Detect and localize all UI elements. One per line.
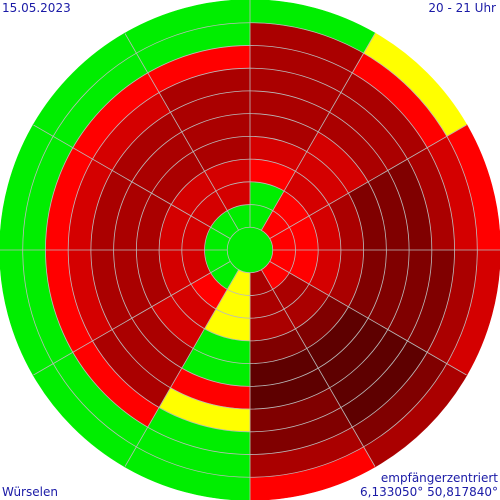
grid-spoke (33, 261, 231, 376)
grid-spoke (269, 124, 467, 239)
grid-spoke (261, 269, 376, 467)
grid-spoke (261, 33, 376, 231)
footer-info: empfängerzentriert 6,133050° 50,817840° (360, 471, 498, 499)
coordinates-label: 6,133050° 50,817840° (360, 485, 498, 499)
grid-spoke (33, 124, 231, 239)
center-cell (227, 227, 273, 273)
grid-spoke (269, 261, 467, 376)
time-range-label: 20 - 21 Uhr (428, 1, 496, 15)
grid-spoke (124, 33, 239, 231)
mode-label: empfängerzentriert (380, 471, 498, 485)
grid-spoke (124, 269, 239, 467)
location-label: Würselen (2, 485, 58, 499)
date-label: 15.05.2023 (2, 1, 71, 15)
